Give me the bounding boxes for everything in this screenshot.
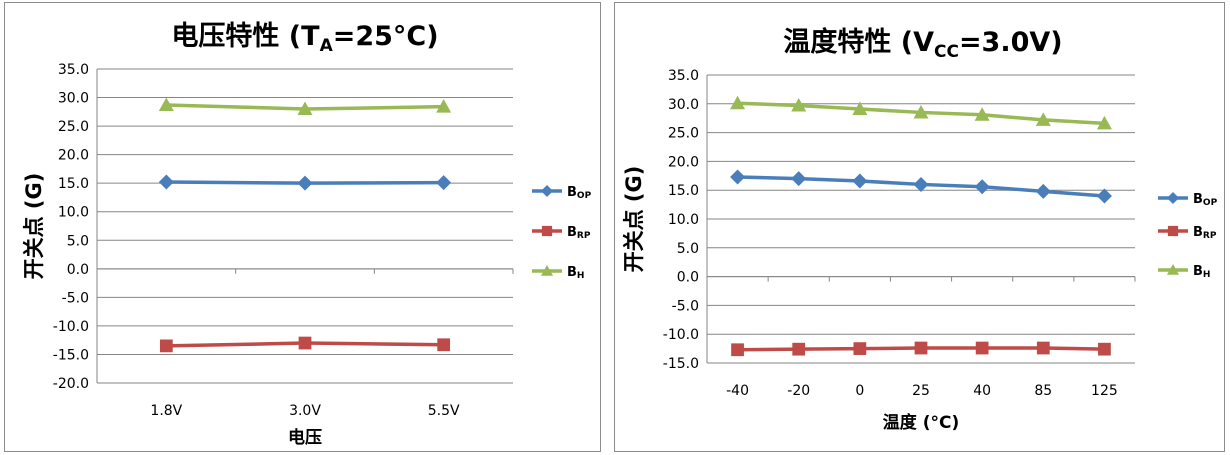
chart-title-main: 温度特性 (V — [783, 26, 934, 58]
y-tick-label: -10.0 — [53, 319, 89, 335]
data-point-brp — [915, 342, 928, 355]
legend-label-bh: BH — [1193, 264, 1210, 280]
y-tick-label: 25.0 — [58, 119, 89, 135]
data-point-bop — [730, 169, 745, 184]
y-tick-label: 20.0 — [58, 148, 89, 164]
y-tick-label: -5.0 — [62, 290, 89, 306]
y-axis-label: 开关点 (G) — [22, 173, 46, 280]
x-tick-label: 125 — [1091, 383, 1118, 399]
y-tick-label: -20.0 — [53, 376, 89, 392]
y-tick-label: 15.0 — [58, 176, 89, 192]
temperature-chart-panel: 温度特性 (VCC=3.0V) 35.0 30.0 25.0 20.0 15.0 10.0 5… — [614, 2, 1225, 452]
x-tick-label: 3.0V — [289, 403, 321, 419]
x-tick-label: 25 — [912, 383, 930, 399]
x-tick-label: 5.5V — [428, 403, 460, 419]
data-point-brp — [853, 342, 866, 355]
y-tick-label: -15.0 — [663, 356, 699, 372]
y-axis-label: 开关点 (G) — [622, 166, 646, 273]
data-point-brp — [437, 338, 450, 351]
data-point-bop — [914, 177, 929, 192]
y-tick-label: 20.0 — [668, 154, 699, 170]
data-point-brp — [731, 343, 744, 356]
legend-marker-bop — [541, 185, 553, 197]
chart-title-subscript: A — [320, 36, 334, 56]
data-point-bop — [975, 179, 990, 194]
x-axis-label: 电压 — [288, 427, 322, 448]
x-tick-label: 40 — [973, 383, 991, 399]
chart-title-subscript: CC — [934, 42, 959, 62]
voltage-chart: 电压特性 (TA=25°C) 35.0 30.0 25.0 20.0 15.0 10.0 5.… — [5, 3, 600, 451]
data-point-brp — [1098, 343, 1111, 356]
y-tick-label: 10.0 — [668, 212, 699, 228]
y-tick-label: 5.0 — [677, 241, 699, 257]
y-tick-label: 15.0 — [668, 183, 699, 199]
x-tick-label: -40 — [726, 383, 749, 399]
data-point-bop — [159, 175, 174, 190]
data-point-bop — [298, 176, 313, 191]
legend-label-bop: BOP — [1193, 192, 1218, 208]
y-tick-label: -10.0 — [663, 327, 699, 343]
voltage-chart-panel: 电压特性 (TA=25°C) 35.0 30.0 25.0 20.0 15.0 10.0 5.… — [4, 2, 601, 452]
data-point-bop — [791, 171, 806, 186]
x-tick-label: 0 — [855, 383, 864, 399]
y-tick-label: 25.0 — [668, 126, 699, 142]
data-point-brp — [1037, 342, 1050, 355]
y-tick-label: -5.0 — [672, 298, 699, 314]
x-tick-label: -20 — [787, 383, 810, 399]
chart-title: 温度特性 (VCC=3.0V) — [783, 26, 1062, 62]
y-tick-label: 0.0 — [677, 270, 699, 286]
temperature-chart: 温度特性 (VCC=3.0V) 35.0 30.0 25.0 20.0 15.0 10.0 5… — [615, 3, 1224, 451]
y-tick-label: 5.0 — [67, 233, 89, 249]
data-point-brp — [299, 337, 312, 350]
x-axis-label: 温度 (°C) — [883, 412, 959, 433]
legend-marker-bop — [1167, 192, 1179, 204]
y-tick-label: 10.0 — [58, 205, 89, 221]
x-tick-label: 85 — [1034, 383, 1052, 399]
data-point-bop — [436, 175, 451, 190]
data-point-bop — [1097, 188, 1112, 203]
y-tick-label: -15.0 — [53, 347, 89, 363]
legend-label-brp: BRP — [567, 225, 591, 241]
y-tick-label: 30.0 — [58, 91, 89, 107]
chart-title-tail: =25°C) — [333, 21, 439, 52]
chart-title-tail: =3.0V) — [959, 27, 1063, 58]
data-point-brp — [160, 340, 173, 353]
legend-label-bh: BH — [567, 265, 584, 281]
data-point-bop — [852, 173, 867, 188]
chart-title: 电压特性 (TA=25°C) — [171, 21, 438, 56]
data-point-brp — [792, 343, 805, 356]
y-tick-label: 35.0 — [668, 68, 699, 84]
data-point-bop — [1036, 184, 1051, 199]
legend-label-bop: BOP — [567, 185, 592, 201]
y-tick-label: 0.0 — [67, 262, 89, 278]
y-tick-label: 30.0 — [668, 97, 699, 113]
chart-title-main: 电压特性 (T — [171, 21, 320, 52]
y-tick-label: 35.0 — [58, 62, 89, 78]
x-tick-label: 1.8V — [150, 403, 182, 419]
legend-marker-brp — [1168, 226, 1178, 236]
data-point-brp — [976, 342, 989, 355]
legend-marker-brp — [542, 226, 552, 236]
legend-label-brp: BRP — [1193, 225, 1217, 241]
